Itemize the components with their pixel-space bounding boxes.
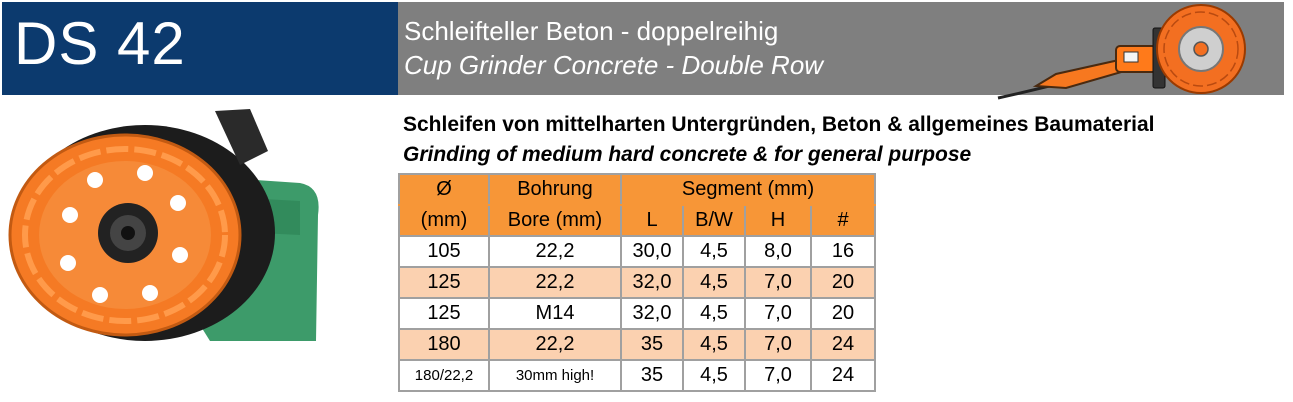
table-row: 105 22,2 30,0 4,5 8,0 16 bbox=[398, 235, 876, 268]
header-height: H bbox=[744, 204, 812, 237]
cell-diameter: 125 bbox=[398, 266, 490, 299]
cell-length: 30,0 bbox=[620, 235, 684, 268]
cell-bore: 30mm high! bbox=[488, 359, 622, 392]
table-row: 180/22,2 30mm high! 35 4,5 7,0 24 bbox=[398, 359, 876, 392]
cell-diameter: 125 bbox=[398, 297, 490, 330]
description-german: Schleifen von mittelharten Untergründen,… bbox=[403, 113, 1155, 136]
cell-count: 20 bbox=[810, 266, 876, 299]
cup-grinder-photo bbox=[8, 109, 319, 341]
cell-width: 4,5 bbox=[682, 328, 746, 361]
header-segment: Segment (mm) bbox=[620, 173, 876, 206]
cell-height: 7,0 bbox=[744, 359, 812, 392]
cell-length: 32,0 bbox=[620, 266, 684, 299]
cell-bore: 22,2 bbox=[488, 328, 622, 361]
table-row: 125 M14 32,0 4,5 7,0 20 bbox=[398, 297, 876, 330]
cell-bore: 22,2 bbox=[488, 266, 622, 299]
cell-count: 24 bbox=[810, 328, 876, 361]
cell-height: 7,0 bbox=[744, 297, 812, 330]
cell-width: 4,5 bbox=[682, 359, 746, 392]
cell-diameter: 180 bbox=[398, 328, 490, 361]
title-english: Cup Grinder Concrete - Double Row bbox=[404, 50, 824, 80]
description-english: Grinding of medium hard concrete & for g… bbox=[403, 143, 972, 166]
cell-width: 4,5 bbox=[682, 235, 746, 268]
cell-height: 7,0 bbox=[744, 266, 812, 299]
header-width: B/W bbox=[682, 204, 746, 237]
spec-table: Ø Bohrung Segment (mm) (mm) Bore (mm) L … bbox=[398, 173, 876, 392]
cell-height: 7,0 bbox=[744, 328, 812, 361]
cell-bore: M14 bbox=[488, 297, 622, 330]
cell-length: 32,0 bbox=[620, 297, 684, 330]
title-bar: Schleifteller Beton - doppelreihig Cup G… bbox=[398, 2, 1284, 100]
product-code: DS 42 bbox=[14, 10, 186, 77]
header-diameter-symbol: Ø bbox=[398, 173, 490, 206]
cell-height: 8,0 bbox=[744, 235, 812, 268]
cell-length: 35 bbox=[620, 328, 684, 361]
cell-diameter: 180/22,2 bbox=[398, 359, 490, 392]
angle-grinder-icon bbox=[997, 4, 1246, 100]
table-row: 125 22,2 32,0 4,5 7,0 20 bbox=[398, 266, 876, 299]
product-code-block: DS 42 bbox=[2, 2, 398, 95]
header-bore-de: Bohrung bbox=[488, 173, 622, 206]
header-length: L bbox=[620, 204, 684, 237]
cell-length: 35 bbox=[620, 359, 684, 392]
title-german: Schleifteller Beton - doppelreihig bbox=[404, 16, 779, 46]
table-header-row: Ø Bohrung Segment (mm) bbox=[398, 173, 876, 206]
table-row: 180 22,2 35 4,5 7,0 24 bbox=[398, 328, 876, 361]
cell-diameter: 105 bbox=[398, 235, 490, 268]
header-bore-en: Bore (mm) bbox=[488, 204, 622, 237]
cell-bore: 22,2 bbox=[488, 235, 622, 268]
cell-width: 4,5 bbox=[682, 297, 746, 330]
header-count: # bbox=[810, 204, 876, 237]
table-subheader-row: (mm) Bore (mm) L B/W H # bbox=[398, 204, 876, 237]
header-diameter-unit: (mm) bbox=[398, 204, 490, 237]
cell-width: 4,5 bbox=[682, 266, 746, 299]
cell-count: 20 bbox=[810, 297, 876, 330]
cell-count: 24 bbox=[810, 359, 876, 392]
cell-count: 16 bbox=[810, 235, 876, 268]
